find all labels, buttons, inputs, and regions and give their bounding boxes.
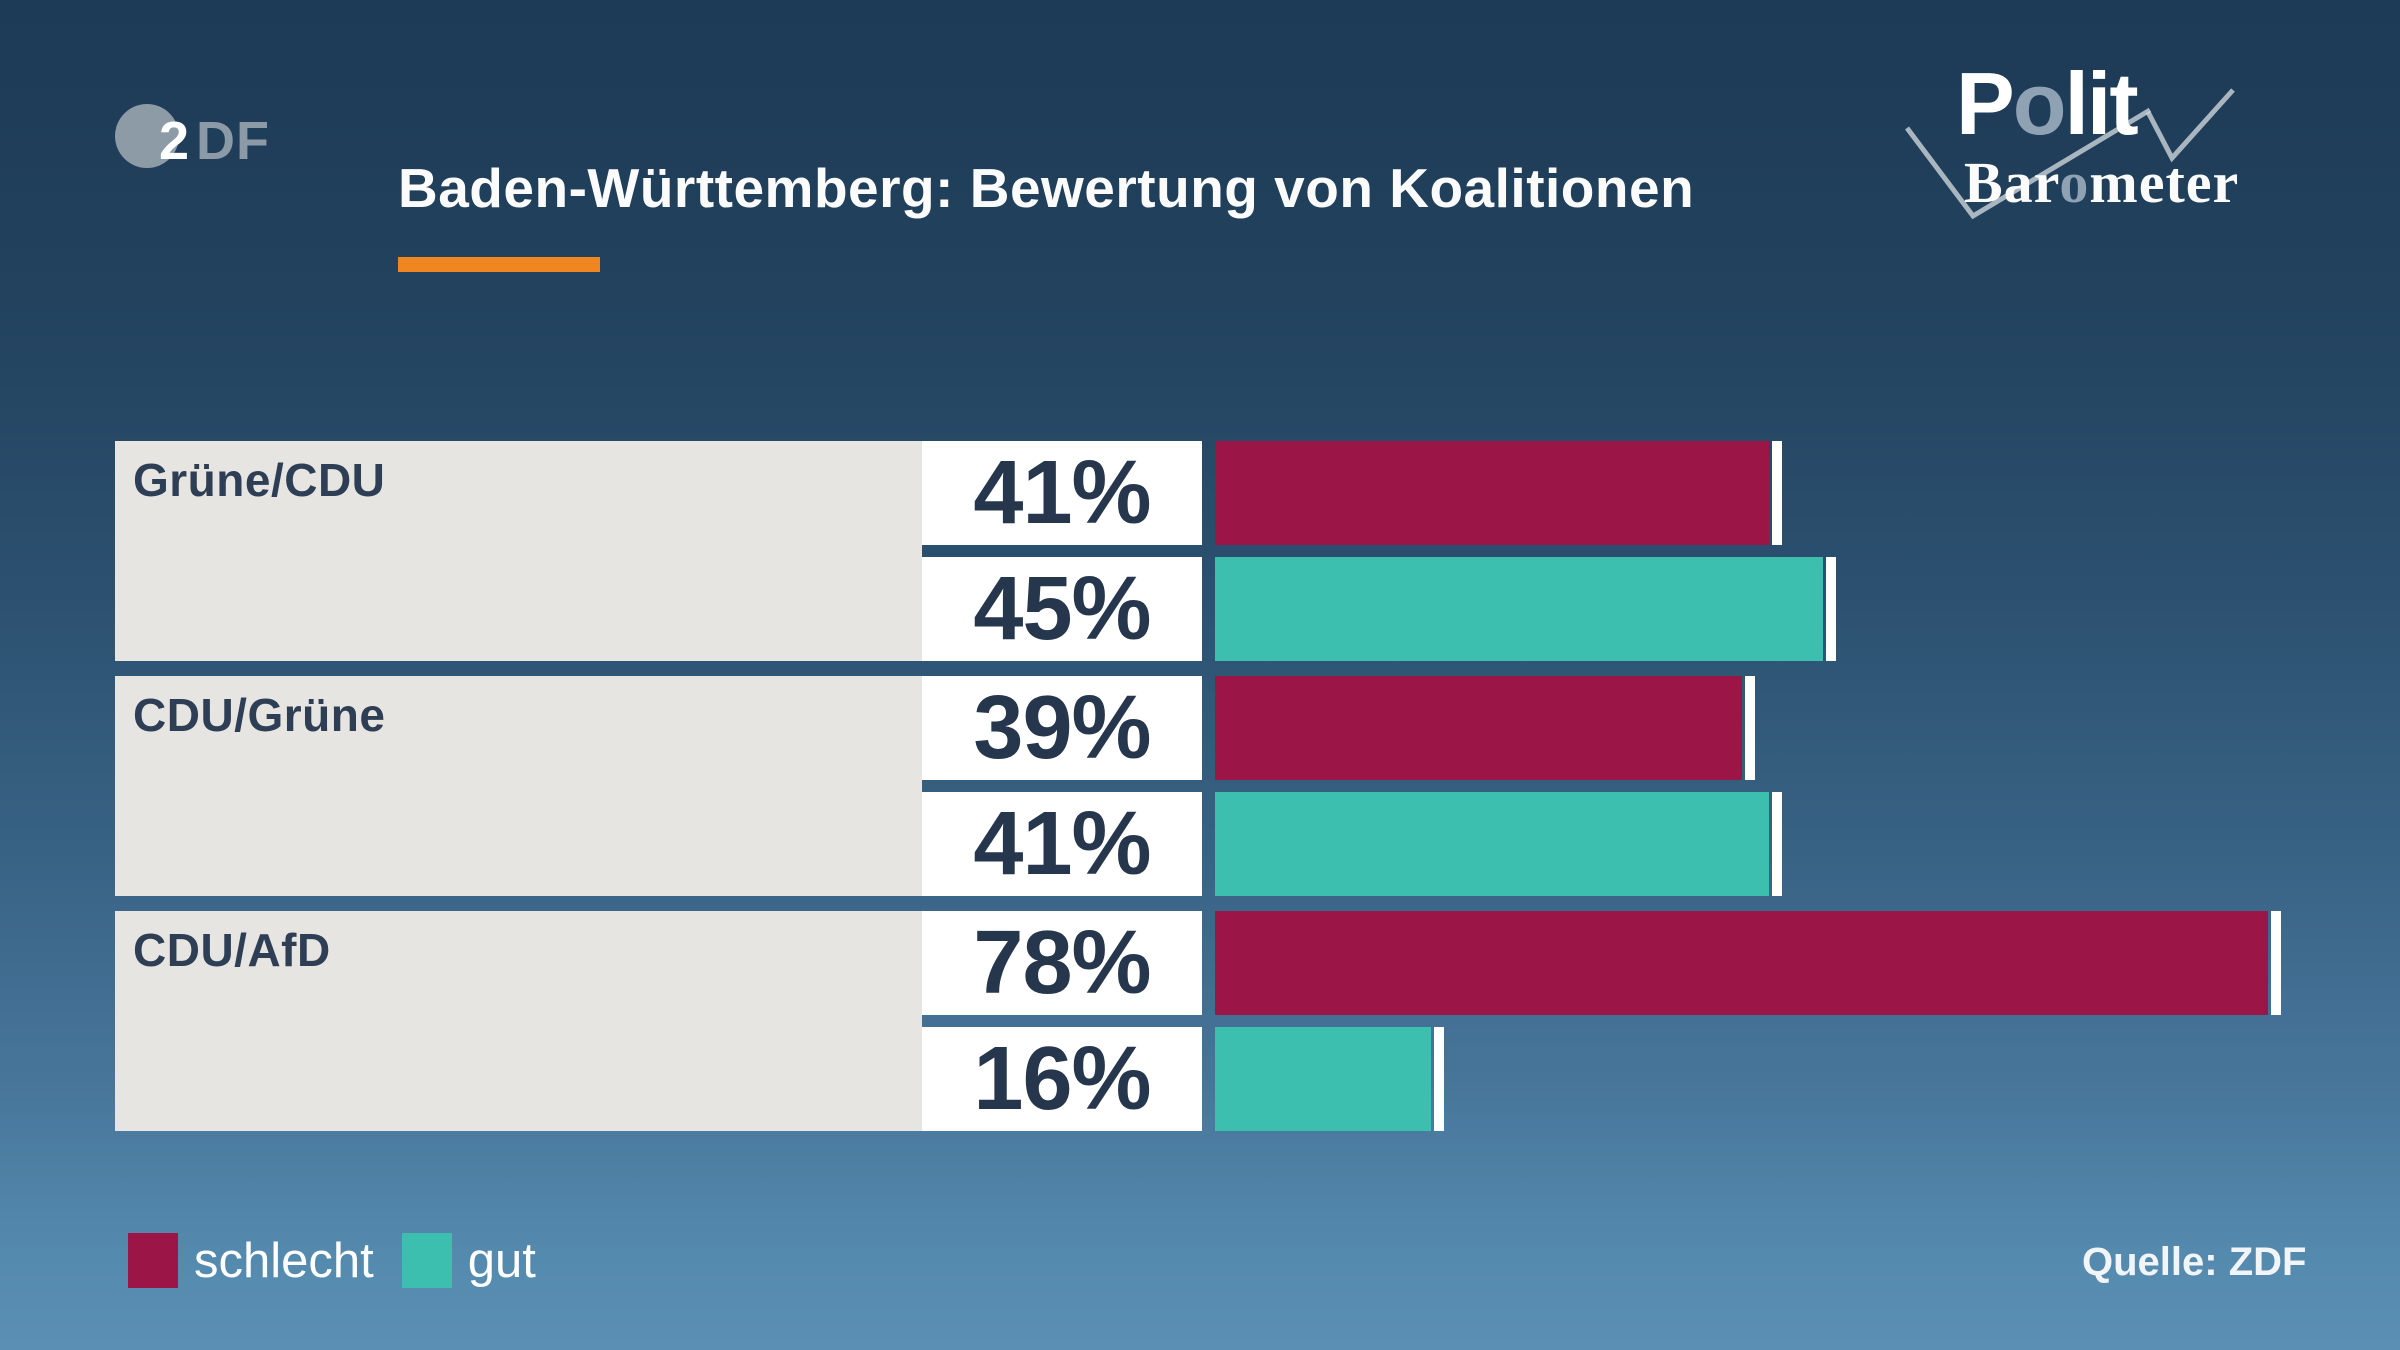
value-box-schlecht: 41% xyxy=(922,441,1202,545)
bar-schlecht xyxy=(1215,676,1742,780)
page-title: Baden-Württemberg: Bewertung von Koaliti… xyxy=(398,157,1695,219)
bar-end-cap xyxy=(2271,911,2281,1015)
zdf-logo: 2 DF xyxy=(115,104,295,171)
bar-end-cap xyxy=(1434,1027,1444,1131)
bar-end-cap xyxy=(1826,557,1836,661)
source-credit: Quelle: ZDF xyxy=(2082,1240,2307,1284)
legend-label-gut: gut xyxy=(467,1233,536,1288)
coalition-label: CDU/AfD xyxy=(133,924,331,976)
politbarometer-logo: Polit Barometer xyxy=(1890,54,2330,258)
polit-text-o: o xyxy=(2012,54,2067,153)
chart-group-cdu-gr-ne: CDU/Grüne 39% 41% xyxy=(115,676,2335,896)
chart-group-gr-ne-cdu: Grüne/CDU 41% 45% xyxy=(115,441,2335,661)
bar-schlecht xyxy=(1215,441,1769,545)
coalition-label-panel: Grüne/CDU xyxy=(115,441,922,661)
value-label: 41% xyxy=(973,442,1151,543)
zdf-logo-circle xyxy=(115,104,179,168)
legend-swatch-gut xyxy=(401,1233,452,1288)
coalition-label: CDU/Grüne xyxy=(133,689,386,741)
value-label: 78% xyxy=(973,912,1151,1013)
coalition-label-panel: CDU/Grüne xyxy=(115,676,922,896)
value-box-schlecht: 78% xyxy=(922,911,1202,1015)
value-box-gut: 16% xyxy=(922,1027,1202,1131)
legend-item-gut: gut xyxy=(401,1233,536,1289)
bar-gut xyxy=(1215,792,1769,896)
bar-end-cap xyxy=(1772,441,1782,545)
bar-end-cap xyxy=(1772,792,1782,896)
barometer-text: Bar xyxy=(1964,150,2060,215)
zdf-logo-letters: DF xyxy=(196,111,270,171)
value-label: 45% xyxy=(973,558,1151,659)
value-box-gut: 41% xyxy=(922,792,1202,896)
value-label: 41% xyxy=(973,793,1151,894)
coalition-label-panel: CDU/AfD xyxy=(115,911,922,1131)
barometer-text-o: o xyxy=(2059,150,2090,215)
polit-logo-line2: Barometer xyxy=(1964,150,2239,216)
chart-legend: schlecht gut xyxy=(128,1232,536,1289)
coalition-rating-chart: Grüne/CDU 41% 45% CDU/Grüne 39% 41% CDU/AfD 78%… xyxy=(115,441,2335,1131)
value-box-gut: 45% xyxy=(922,557,1202,661)
value-label: 16% xyxy=(973,1028,1151,1129)
checkmark-icon xyxy=(1905,88,2235,220)
bar-schlecht xyxy=(1215,911,2268,1015)
coalition-label: Grüne/CDU xyxy=(133,454,386,506)
legend-item-schlecht: schlecht xyxy=(128,1233,374,1289)
bar-gut xyxy=(1215,557,1823,661)
legend-swatch-schlecht xyxy=(128,1233,178,1288)
bar-end-cap xyxy=(1745,676,1755,780)
title-accent-bar xyxy=(398,257,600,272)
value-label: 39% xyxy=(973,677,1151,778)
bar-gut xyxy=(1215,1027,1431,1131)
legend-label-schlecht: schlecht xyxy=(194,1233,374,1288)
chart-group-cdu-afd: CDU/AfD 78% 16% xyxy=(115,911,2335,1131)
barometer-text: meter xyxy=(2089,150,2240,215)
polit-text: P xyxy=(1956,54,2015,153)
polit-text: lit xyxy=(2064,54,2138,153)
zdf-logo-digit: 2 xyxy=(159,111,190,171)
polit-logo-line1: Polit xyxy=(1956,54,2139,154)
value-box-schlecht: 39% xyxy=(922,676,1202,780)
